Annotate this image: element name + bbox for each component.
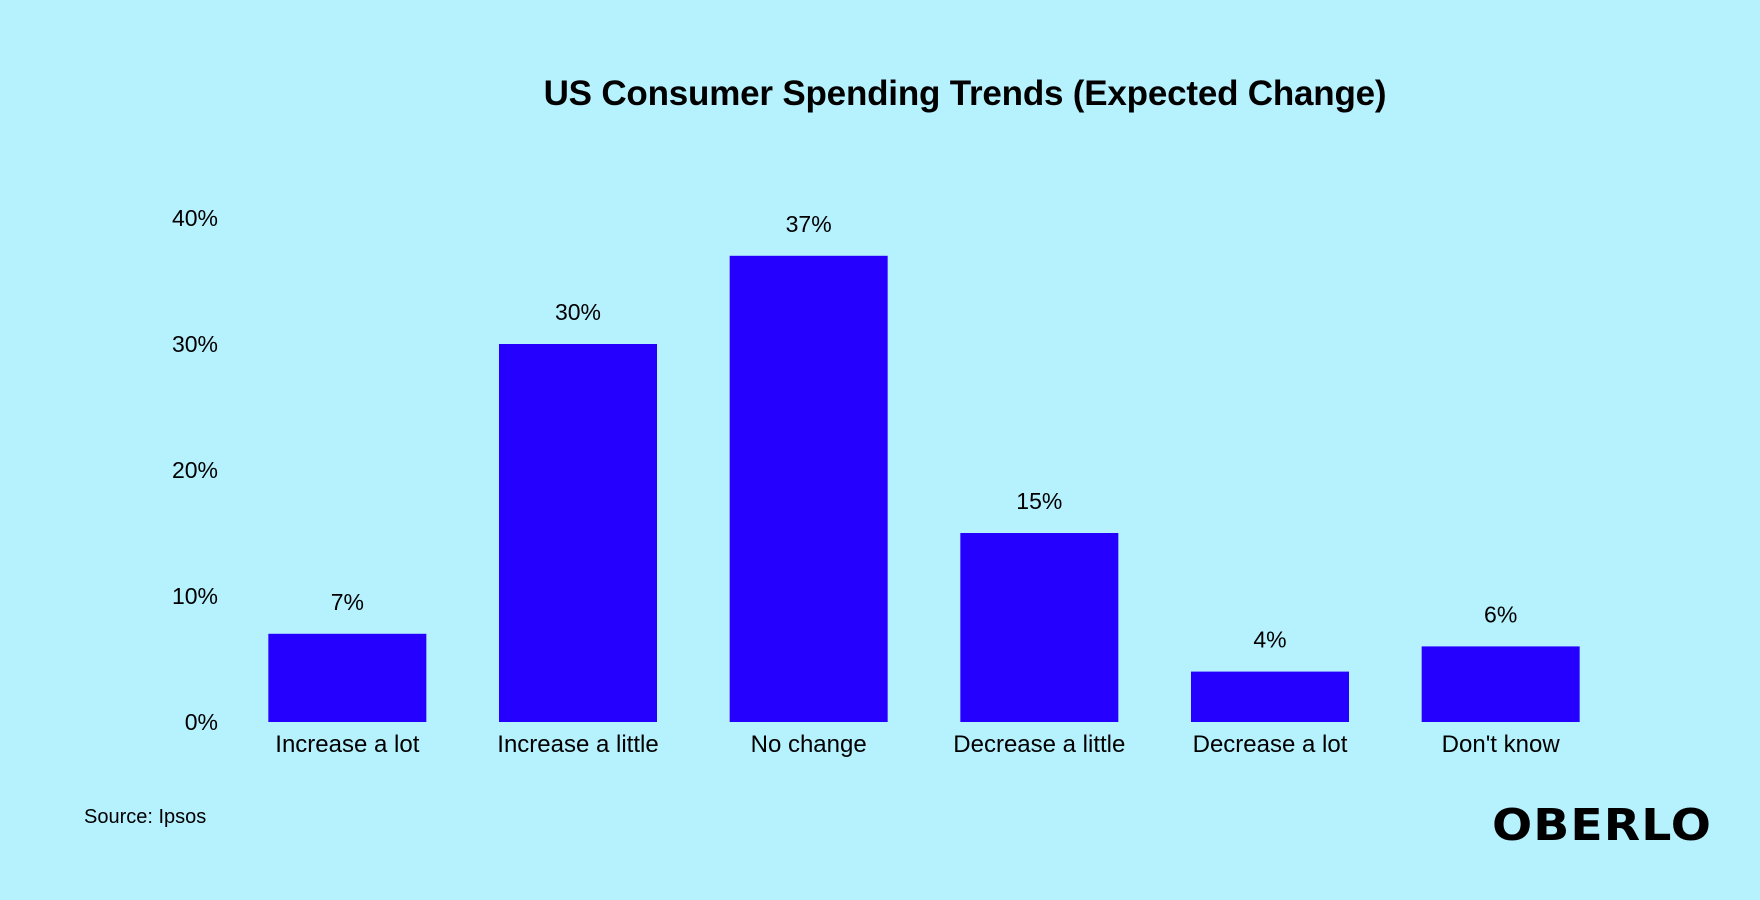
y-tick-label: 0% (185, 709, 218, 735)
bar (1191, 671, 1349, 722)
data-label: 30% (555, 299, 601, 325)
y-tick-label: 20% (172, 457, 218, 483)
bar (960, 533, 1119, 722)
x-axis: Increase a lot Increase a little No change… (275, 731, 1560, 758)
bars (268, 255, 1580, 723)
data-label: 7% (331, 589, 364, 615)
x-category-label: Decrease a lot (1193, 731, 1348, 758)
x-category-label: Increase a little (497, 731, 658, 758)
bar (729, 255, 888, 723)
x-category-label: Decrease a little (953, 731, 1125, 758)
bar (268, 633, 427, 722)
chart-title: US Consumer Spending Trends (Expected Ch… (543, 74, 1387, 113)
source-note: Source: Ipsos (84, 806, 207, 828)
data-label: 15% (1016, 488, 1062, 514)
y-tick-label: 10% (172, 583, 218, 609)
data-label: 37% (786, 211, 832, 237)
x-category-label: Increase a lot (275, 731, 419, 758)
data-label: 6% (1484, 601, 1517, 627)
brand-logo-text: OBERLO (1492, 800, 1712, 847)
bar (1421, 646, 1580, 722)
bar (499, 344, 657, 722)
oberlo-logo: OBERLO (1492, 800, 1712, 847)
data-labels: 7% 30% 37% 15% 4% 6% (331, 211, 1518, 653)
y-tick-label: 40% (172, 205, 218, 231)
x-category-label: No change (751, 731, 867, 758)
y-axis: 0% 10% 20% 30% 40% (172, 205, 218, 735)
x-category-label: Don't know (1442, 731, 1561, 758)
data-label: 4% (1253, 627, 1286, 653)
y-tick-label: 30% (172, 331, 218, 357)
